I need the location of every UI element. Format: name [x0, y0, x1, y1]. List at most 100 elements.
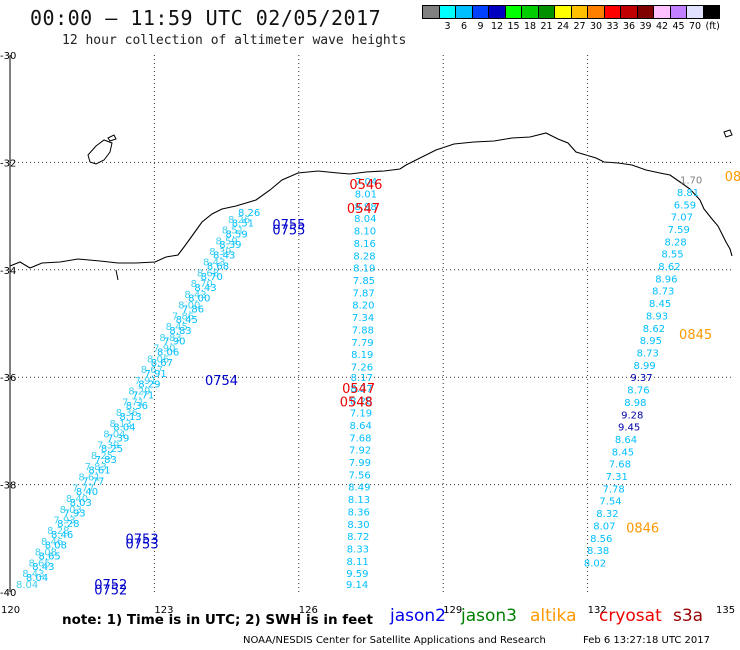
- swh-value: 8.83: [169, 326, 191, 337]
- swh-value: 8.03: [70, 498, 92, 509]
- swh-value: 7.07: [671, 213, 693, 224]
- swh-value: 7.39: [107, 433, 129, 444]
- swh-value: 8.99: [634, 361, 656, 372]
- swh-value: 9.14: [346, 580, 368, 591]
- swh-value: 8.02: [584, 558, 606, 569]
- swh-value: 8.43: [32, 562, 54, 573]
- swh-value: 8.43: [22, 569, 44, 580]
- scale-label: 39: [639, 21, 652, 32]
- swh-value: 8.59: [216, 236, 238, 247]
- swh-value: 7.56: [348, 470, 370, 481]
- swh-value: 9.28: [621, 410, 643, 421]
- swh-value: 8.04: [103, 430, 125, 441]
- swh-value: 8.29: [128, 387, 150, 398]
- swh-value: 8.39: [219, 240, 241, 251]
- swh-value: 7.83: [95, 455, 117, 466]
- swh-value: 8.95: [640, 336, 662, 347]
- latitude-label: -32: [0, 158, 16, 169]
- latitude-label: -40: [0, 588, 16, 599]
- swh-value: 9.45: [618, 423, 640, 434]
- swh-value: 8.06: [157, 347, 179, 358]
- swh-value: 8.72: [347, 532, 369, 543]
- swh-value: 8.43: [203, 258, 225, 269]
- swh-value: 7.26: [351, 362, 373, 373]
- swh-value: 8.00: [178, 301, 200, 312]
- swh-value: 8.36: [348, 507, 370, 518]
- swh-value: 8.45: [612, 447, 634, 458]
- swh-value: 8.19: [351, 350, 373, 361]
- swh-value: 8.08: [35, 548, 57, 559]
- swh-value: 8.10: [354, 227, 376, 238]
- swh-value: 8.20: [352, 301, 374, 312]
- longitude-label: 123: [154, 605, 173, 616]
- swh-value: 8.36: [126, 401, 148, 412]
- scale-unit: (ft): [705, 21, 720, 32]
- pass-time-label: 0845: [679, 328, 712, 343]
- swh-value: 8.67: [151, 358, 173, 369]
- swh-value: 7.83: [85, 462, 107, 473]
- swh-value: 8.01: [355, 190, 377, 201]
- swh-value: 8.45: [176, 315, 198, 326]
- scale-label: 24: [556, 21, 570, 32]
- pass-time-label: 0845: [725, 170, 740, 185]
- swh-value: 1.70: [680, 176, 702, 187]
- swh-value: 8.65: [28, 558, 50, 569]
- swh-value: 7.91: [134, 376, 156, 387]
- swh-value: 7.71: [122, 397, 144, 408]
- swh-value: 7.86: [172, 311, 194, 322]
- swh-value: 8.06: [147, 354, 169, 365]
- scale-label: 27: [573, 21, 586, 32]
- swh-value: 7.93: [63, 509, 85, 520]
- swh-value: 8.39: [209, 247, 231, 258]
- scale-swatch: [702, 5, 720, 19]
- swh-value: 8.46: [51, 530, 73, 541]
- swh-value: 8.81: [677, 188, 699, 199]
- swh-value: 7.99: [349, 458, 371, 469]
- scale-label: 21: [540, 21, 553, 32]
- scale-label: 36: [622, 21, 636, 32]
- pass-time-label: 0755: [272, 218, 305, 233]
- scale-label: 42: [655, 21, 669, 32]
- swh-value: 8.17: [351, 373, 373, 384]
- swh-value: 8.04: [354, 214, 376, 225]
- coastline-path: [9, 132, 733, 269]
- swh-value: 8.03: [60, 505, 82, 516]
- swh-value: 7.91: [144, 369, 166, 380]
- swh-value: 8.61: [78, 473, 100, 484]
- swh-value: 8.36: [116, 408, 138, 419]
- pass-time-label: 0752: [94, 578, 127, 593]
- swh-value: 8.28: [665, 237, 687, 248]
- chart-title: 00:00 – 11:59 UTC 02/05/2017: [30, 6, 382, 30]
- swh-value: 6.59: [674, 200, 696, 211]
- pass-time-label: 0753: [126, 532, 159, 547]
- scale-label: 18: [523, 21, 537, 32]
- swh-value: 8.68: [207, 261, 229, 272]
- swh-value: 8.16: [354, 239, 376, 250]
- latitude-label: -38: [0, 481, 16, 492]
- swh-value: 7.19: [350, 409, 372, 420]
- latitude-label: -30: [0, 51, 16, 62]
- swh-value: 8.43: [194, 283, 216, 294]
- swh-value: 8.27: [350, 384, 372, 395]
- swh-value: 8.64: [350, 421, 372, 432]
- pass-time-label: 0754: [205, 374, 238, 389]
- coastline: [9, 129, 733, 281]
- pass-time-label: 0846: [626, 522, 659, 537]
- swh-value: 8.45: [649, 299, 671, 310]
- swh-value: 7.87: [353, 288, 375, 299]
- generated-timestamp: Feb 6 13:27:18 UTC 2017: [583, 635, 710, 646]
- swh-value: 8.61: [88, 466, 110, 477]
- scale-label: 6: [460, 21, 468, 32]
- pass-time-label: 0755: [272, 224, 305, 239]
- swh-value: 8.04: [113, 423, 135, 434]
- swh-value: 8.40: [76, 487, 98, 498]
- legend-s3a: s3a: [673, 606, 704, 626]
- swh-value: 8.25: [91, 451, 113, 462]
- swh-value: 7.34: [352, 313, 374, 324]
- swh-value: 8.28: [57, 519, 79, 530]
- swh-value: 8.19: [353, 264, 375, 275]
- swh-value: 7.31: [606, 472, 628, 483]
- swh-value: 8.98: [354, 202, 376, 213]
